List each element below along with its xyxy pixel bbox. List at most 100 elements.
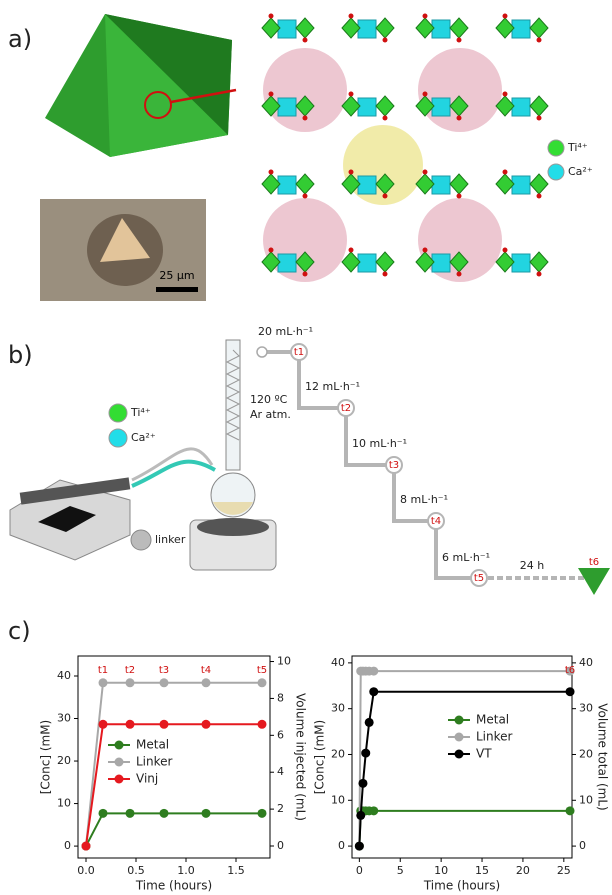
ti-polyhedron bbox=[495, 95, 515, 117]
legend-swatch bbox=[108, 403, 128, 423]
y-tick-label: 20 bbox=[331, 747, 345, 760]
y2-tick-label: 8 bbox=[277, 691, 284, 704]
flow-rate: 6 mL·h⁻¹ bbox=[442, 551, 490, 564]
ti-polyhedron bbox=[295, 251, 315, 273]
oxygen bbox=[422, 13, 428, 19]
series-line bbox=[85, 723, 262, 847]
start-node bbox=[256, 346, 268, 358]
oxygen bbox=[502, 91, 508, 97]
data-point bbox=[356, 810, 366, 820]
annotation: t1 bbox=[98, 665, 108, 676]
ti-polyhedron bbox=[415, 251, 435, 273]
data-point bbox=[98, 719, 108, 729]
condition: 120 ºC bbox=[250, 393, 288, 406]
oxygen bbox=[502, 247, 508, 253]
series-line bbox=[85, 812, 262, 847]
step-label: t3 bbox=[389, 460, 399, 471]
ti-polyhedron bbox=[341, 95, 361, 117]
oxygen bbox=[268, 91, 274, 97]
panel-label: a) bbox=[8, 25, 32, 53]
ca-polyhedron bbox=[357, 175, 377, 195]
ti-polyhedron bbox=[295, 17, 315, 39]
panel-label: c) bbox=[8, 617, 31, 645]
x-tick-label: 1.0 bbox=[177, 864, 195, 877]
legend-label: Ti⁴⁺ bbox=[567, 141, 588, 154]
oxygen bbox=[348, 13, 354, 19]
ti-polyhedron bbox=[529, 95, 549, 117]
legend-swatch bbox=[547, 163, 565, 181]
ti-polyhedron bbox=[449, 95, 469, 117]
y2-axis-label: Volume injected (mL) bbox=[294, 693, 308, 821]
legend-label: Linker bbox=[476, 730, 513, 744]
step-node bbox=[290, 343, 308, 361]
oxygen bbox=[302, 271, 308, 277]
ti-polyhedron bbox=[375, 95, 395, 117]
oxygen bbox=[302, 193, 308, 199]
y-tick-label: 20 bbox=[57, 754, 71, 767]
panel-label: b) bbox=[8, 341, 33, 369]
y2-tick-label: 10 bbox=[277, 655, 291, 668]
y2-tick-label: 0 bbox=[277, 839, 284, 852]
y2-tick-label: 30 bbox=[579, 702, 593, 715]
y2-tick-label: 2 bbox=[277, 802, 284, 815]
oxygen bbox=[422, 247, 428, 253]
ti-polyhedron bbox=[261, 17, 281, 39]
series-line bbox=[358, 809, 571, 847]
step-label: t1 bbox=[294, 347, 304, 358]
series-line bbox=[85, 681, 262, 847]
flow-rate: 8 mL·h⁻¹ bbox=[400, 493, 448, 506]
octahedron-face bbox=[105, 14, 232, 135]
oxygen bbox=[348, 169, 354, 175]
legend-label: Ca²⁺ bbox=[131, 431, 156, 444]
legend-marker bbox=[454, 715, 464, 725]
oxygen bbox=[456, 115, 462, 121]
ti-polyhedron bbox=[415, 173, 435, 195]
ti-polyhedron bbox=[375, 173, 395, 195]
ti-polyhedron bbox=[375, 251, 395, 273]
oxygen bbox=[536, 115, 542, 121]
data-point bbox=[81, 841, 91, 851]
y2-tick-label: 4 bbox=[277, 765, 284, 778]
flow-rate: 20 mL·h⁻¹ bbox=[258, 325, 313, 338]
flow-path bbox=[262, 350, 479, 580]
y2-tick-label: 40 bbox=[579, 656, 593, 669]
data-point bbox=[369, 687, 379, 697]
ca-polyhedron bbox=[277, 19, 297, 39]
x-tick-label: 25 bbox=[557, 864, 571, 877]
pointer-line bbox=[170, 88, 237, 104]
y-axis-label: [Conc] (mM) bbox=[313, 720, 327, 795]
oxygen bbox=[382, 193, 388, 199]
data-point bbox=[159, 719, 169, 729]
legend-marker bbox=[114, 757, 124, 767]
ti-polyhedron bbox=[341, 17, 361, 39]
data-point bbox=[257, 719, 267, 729]
ca-polyhedron bbox=[277, 97, 297, 117]
step-label: t6 bbox=[589, 557, 599, 568]
y2-axis-label: Volume total (mL) bbox=[596, 703, 610, 810]
oxygen bbox=[536, 193, 542, 199]
oxygen bbox=[502, 13, 508, 19]
annotation: t2 bbox=[125, 665, 135, 676]
oxygen bbox=[302, 37, 308, 43]
oxygen bbox=[422, 169, 428, 175]
x-axis-label: Time (hours) bbox=[423, 879, 500, 893]
flow-rate: 12 mL·h⁻¹ bbox=[305, 380, 360, 393]
oxygen bbox=[302, 115, 308, 121]
syringes bbox=[19, 477, 131, 505]
pore bbox=[343, 125, 423, 205]
step-label: t4 bbox=[431, 516, 441, 527]
ti-polyhedron bbox=[495, 173, 515, 195]
ca-polyhedron bbox=[277, 253, 297, 273]
legend-marker bbox=[454, 732, 464, 742]
data-point bbox=[364, 717, 374, 727]
scale-bar bbox=[156, 287, 198, 292]
x-tick-label: 0.5 bbox=[127, 864, 145, 877]
data-point bbox=[565, 806, 575, 816]
data-point bbox=[257, 678, 267, 688]
oxygen bbox=[348, 247, 354, 253]
x-tick-label: 0 bbox=[356, 864, 363, 877]
oxygen bbox=[456, 271, 462, 277]
coil bbox=[225, 349, 241, 441]
ca-polyhedron bbox=[431, 253, 451, 273]
x-tick-label: 10 bbox=[434, 864, 448, 877]
